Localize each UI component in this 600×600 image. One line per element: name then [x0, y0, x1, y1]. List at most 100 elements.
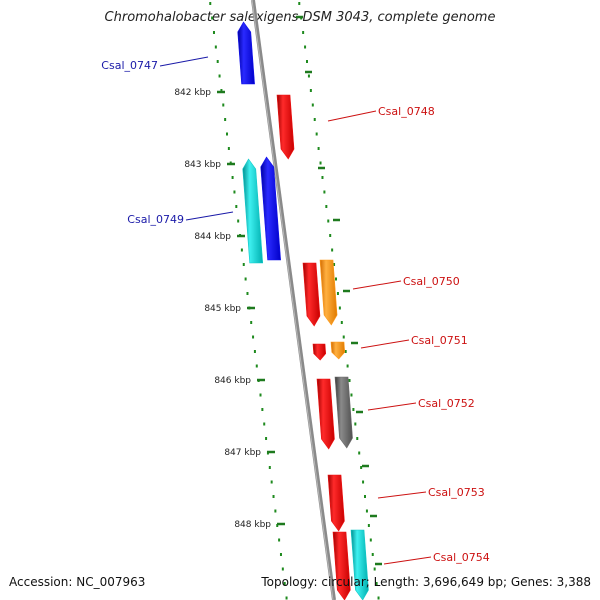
guide-dot	[231, 176, 234, 179]
guide-dot	[281, 567, 284, 571]
right-dotted-guide	[298, 2, 380, 600]
guide-dot	[335, 277, 337, 281]
guide-dot	[285, 596, 288, 600]
gene-feature-csal-0754b[interactable]	[350, 529, 369, 600]
label-leader-line	[327, 110, 377, 122]
gene-feature-csal-0753[interactable]	[327, 474, 345, 532]
guide-dot	[214, 45, 217, 49]
guide-dot	[304, 45, 307, 49]
guide-dot	[362, 480, 365, 484]
guide-dot	[365, 509, 368, 513]
guide-dot	[218, 74, 221, 78]
guide-dot	[352, 408, 355, 411]
backbone-highlight	[251, 0, 334, 600]
guide-dot	[212, 31, 215, 34]
guide-dot	[354, 422, 357, 426]
guide-dot	[371, 553, 374, 556]
genome-backbone	[251, 0, 336, 600]
gene-feature-csal-0749a[interactable]	[242, 158, 264, 264]
label-leader-line	[377, 491, 427, 499]
guide-dot	[360, 466, 363, 469]
genome-summary-text: Topology: circular; Length: 3,696,649 bp…	[261, 575, 591, 589]
label-leader-line	[383, 556, 432, 565]
guide-dot	[246, 292, 249, 295]
guide-dot	[338, 306, 341, 310]
guide-dot	[369, 538, 372, 542]
gene-feature-csal-0752b[interactable]	[334, 376, 353, 449]
guide-dot	[240, 248, 243, 252]
tick-label: 848 kbp	[234, 520, 271, 530]
guide-dot	[348, 379, 351, 382]
tick-label: 846 kbp	[214, 376, 251, 386]
guide-dot	[226, 132, 229, 136]
guide-dot	[340, 321, 343, 324]
guide-dot	[279, 553, 282, 556]
guide-dot	[261, 408, 264, 411]
guide-dot	[306, 60, 308, 63]
guide-dot	[327, 219, 330, 223]
gene-feature-csal-0750[interactable]	[302, 262, 321, 327]
guide-dot	[358, 451, 361, 455]
guide-dot	[373, 567, 376, 571]
guide-dot	[233, 190, 236, 194]
guide-dot	[350, 393, 353, 397]
tick-label: 843 kbp	[184, 160, 221, 170]
guide-dot	[255, 364, 258, 368]
feature-label-csal-0750[interactable]: Csal_0750	[403, 275, 460, 288]
gene-feature-csal-0748[interactable]	[276, 94, 295, 160]
label-leader-line	[185, 211, 234, 221]
guide-dot	[268, 466, 271, 469]
tick-label: 845 kbp	[204, 304, 241, 314]
guide-dot	[244, 277, 247, 281]
gene-feature-csal-0749[interactable]	[260, 156, 281, 261]
feature-label-csal-0749[interactable]: Csal_0749	[127, 213, 184, 226]
feature-label-csal-0752[interactable]: Csal_0752	[418, 397, 475, 410]
guide-dot	[331, 248, 334, 252]
gene-feature-csal-0752[interactable]	[316, 378, 335, 450]
guide-dot	[263, 422, 266, 426]
guide-dot	[319, 161, 322, 165]
feature-label-csal-0754[interactable]: Csal_0754	[433, 551, 490, 564]
guide-dot	[346, 364, 349, 368]
feature-label-csal-0753[interactable]: Csal_0753	[428, 486, 485, 499]
tick-label: 842 kbp	[174, 88, 211, 98]
guide-dot	[375, 582, 378, 585]
guide-dot	[315, 132, 318, 136]
guide-dot	[211, 16, 214, 20]
gene-feature-csal-0751b[interactable]	[330, 341, 346, 360]
guide-dot	[209, 2, 212, 5]
guide-dot	[342, 335, 345, 339]
labels-layer: Csal_0747 Csal_0748 Csal_0749 Csal_0750 Csal…	[101, 56, 490, 565]
guide-dot	[302, 31, 305, 34]
label-leader-line	[159, 56, 209, 67]
guide-dot	[259, 393, 262, 397]
guide-dot	[364, 495, 366, 498]
guide-dot	[270, 480, 273, 484]
label-leader-line	[360, 339, 410, 349]
guide-dot	[242, 263, 245, 266]
label-leader-line	[367, 402, 417, 411]
guide-dot	[367, 524, 370, 527]
guide-dot	[307, 74, 310, 78]
guide-dot	[216, 60, 219, 63]
guide-dot	[377, 596, 380, 600]
guide-dot	[344, 350, 347, 353]
guide-dot	[237, 219, 240, 223]
gene-feature-csal-0750b[interactable]	[319, 259, 338, 326]
guide-dot	[274, 509, 277, 513]
feature-label-csal-0748[interactable]: Csal_0748	[378, 105, 435, 118]
guide-dot	[220, 89, 223, 92]
gene-feature-csal-0754[interactable]	[332, 531, 351, 600]
feature-label-csal-0751[interactable]: Csal_0751	[411, 334, 468, 347]
scale-ticks: 842 kbp 843 kbp 844 kbp 845 kbp 846 kbp 847 k…	[174, 15, 382, 566]
accession-text: Accession: NC_007963	[9, 575, 146, 589]
guide-dot	[235, 205, 238, 208]
guide-dot	[252, 335, 255, 339]
guide-dot	[336, 292, 339, 295]
tick-label: 847 kbp	[224, 448, 261, 458]
gene-feature-csal-0751[interactable]	[312, 343, 327, 361]
guide-dot	[253, 350, 256, 353]
feature-label-csal-0747[interactable]: Csal_0747	[101, 59, 158, 72]
guide-dot	[356, 437, 359, 440]
gene-feature-csal-0747[interactable]	[237, 21, 255, 85]
